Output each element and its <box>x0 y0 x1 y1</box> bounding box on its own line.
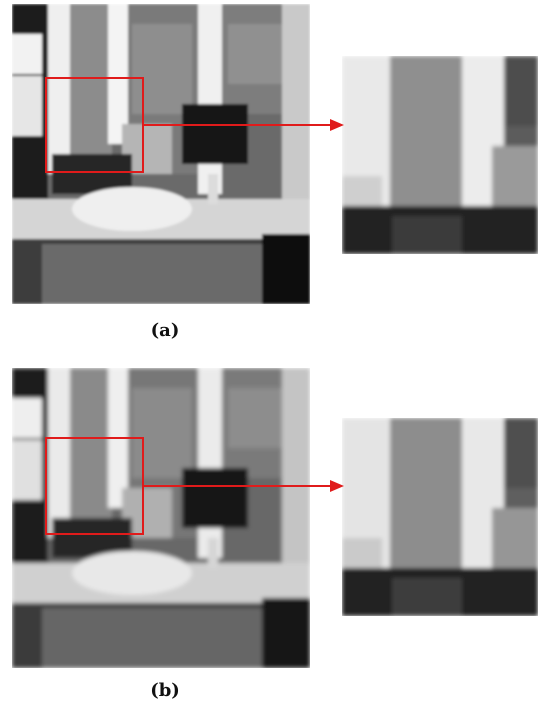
grayscale-scene-image <box>12 4 310 304</box>
zoomed-region-image <box>342 56 538 254</box>
panel-a: (a) <box>0 0 539 350</box>
zoomed-region-image <box>342 418 538 616</box>
panel-b: (b) <box>0 362 539 712</box>
panel-a-caption: (a) <box>150 320 180 341</box>
grayscale-scene-image <box>12 368 310 668</box>
panel-b-caption: (b) <box>150 680 180 701</box>
